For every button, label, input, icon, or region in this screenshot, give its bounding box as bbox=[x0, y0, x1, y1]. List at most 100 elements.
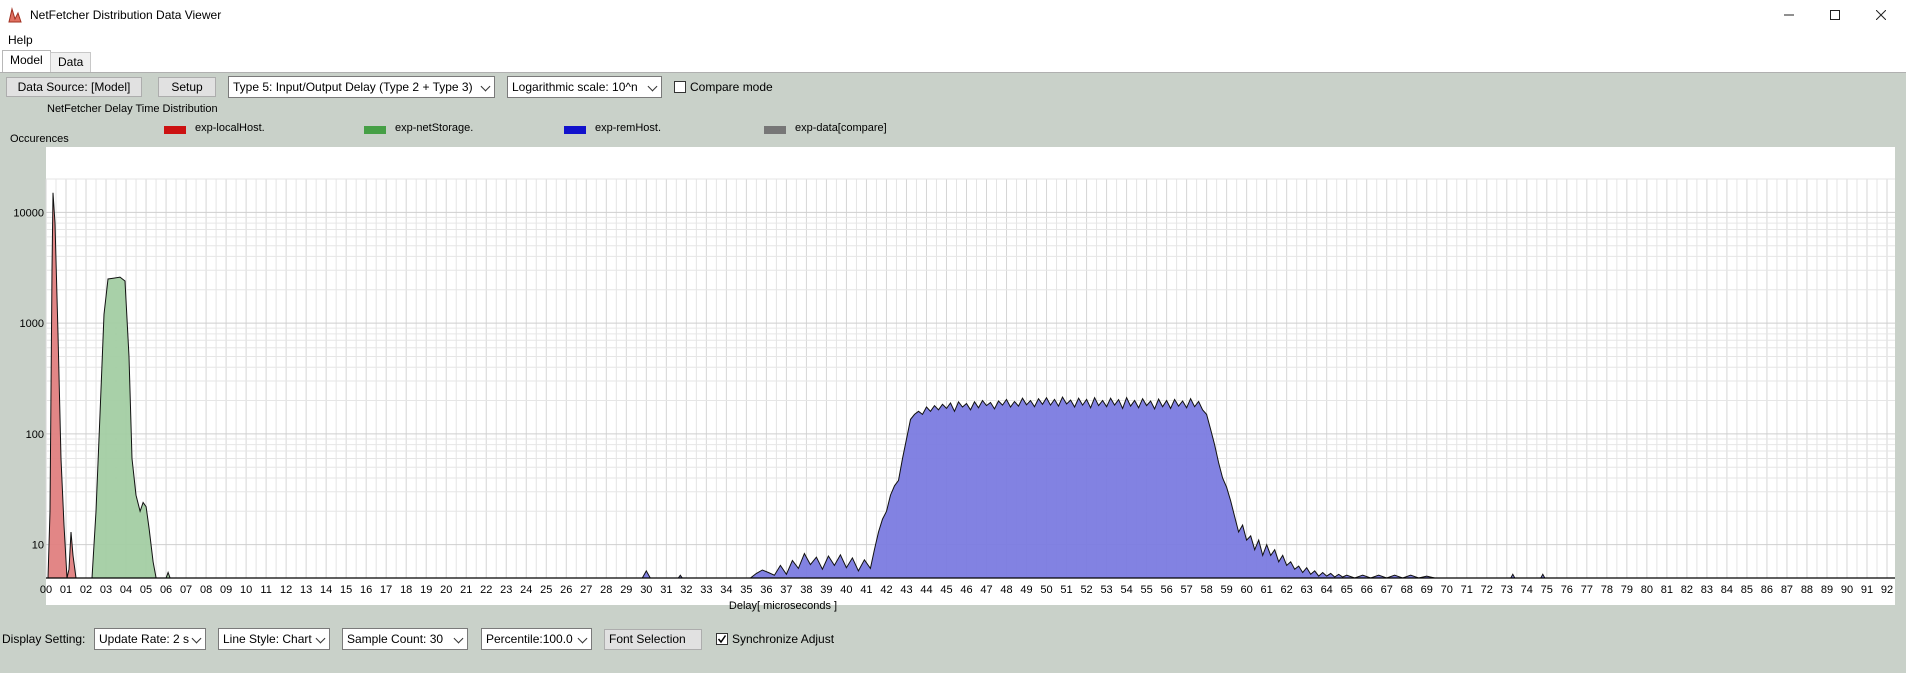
distribution-chart: 10 100 1000 10000 00 01 02 03 04 05 06 07 08 09 10 11 12… bbox=[13, 147, 1895, 612]
scale-select[interactable]: Logarithmic scale: 10^n bbox=[507, 76, 662, 98]
x-tick-label: 78 bbox=[1601, 584, 1613, 596]
x-tick-label: 33 bbox=[700, 584, 712, 596]
x-tick-label: 05 bbox=[140, 584, 152, 596]
close-button[interactable] bbox=[1858, 0, 1904, 30]
y-axis-title: Occurences bbox=[10, 133, 69, 145]
x-tick-label: 59 bbox=[1221, 584, 1233, 596]
x-tick-label: 27 bbox=[580, 584, 592, 596]
x-tick-label: 23 bbox=[500, 584, 512, 596]
chevron-down-icon bbox=[315, 633, 326, 644]
x-tick-label: 16 bbox=[360, 584, 372, 596]
line-style-select[interactable]: Line Style: Chart bbox=[218, 628, 330, 650]
y-tick-label: 100 bbox=[26, 429, 44, 441]
x-tick-label: 90 bbox=[1841, 584, 1853, 596]
x-tick-label: 01 bbox=[60, 584, 72, 596]
x-tick-label: 74 bbox=[1521, 584, 1533, 596]
tab-data[interactable]: Data bbox=[50, 52, 92, 72]
data-source-button[interactable]: Data Source: [Model] bbox=[6, 77, 142, 97]
menu-help[interactable]: Help bbox=[8, 33, 33, 47]
legend-swatch-netstorage bbox=[364, 126, 386, 134]
x-tick-label: 32 bbox=[680, 584, 692, 596]
x-tick-label: 19 bbox=[420, 584, 432, 596]
update-rate-select[interactable]: Update Rate: 2 s bbox=[94, 628, 206, 650]
x-tick-label: 82 bbox=[1681, 584, 1693, 596]
x-tick-label: 10 bbox=[240, 584, 252, 596]
maximize-icon bbox=[1830, 10, 1840, 20]
x-tick-label: 13 bbox=[300, 584, 312, 596]
scale-select-value: Logarithmic scale: 10^n bbox=[512, 80, 638, 94]
x-tick-label: 09 bbox=[220, 584, 232, 596]
x-tick-label: 11 bbox=[260, 584, 271, 596]
x-tick-label: 54 bbox=[1120, 584, 1132, 596]
x-tick-label: 34 bbox=[720, 584, 732, 596]
chevron-down-icon bbox=[480, 81, 491, 92]
x-tick-label: 60 bbox=[1241, 584, 1253, 596]
x-tick-label: 21 bbox=[460, 584, 472, 596]
minimize-icon bbox=[1784, 14, 1794, 16]
x-tick-label: 08 bbox=[200, 584, 212, 596]
percentile-select[interactable]: Percentile:100.0 bbox=[481, 628, 592, 650]
x-tick-label: 86 bbox=[1761, 584, 1773, 596]
x-tick-label: 36 bbox=[760, 584, 772, 596]
x-tick-label: 53 bbox=[1100, 584, 1112, 596]
x-tick-label: 57 bbox=[1180, 584, 1192, 596]
chart-title: NetFetcher Delay Time Distribution bbox=[47, 103, 218, 115]
legend-swatch-localhost bbox=[164, 126, 186, 134]
compare-mode-label: Compare mode bbox=[690, 80, 773, 94]
x-tick-label: 92 bbox=[1881, 584, 1893, 596]
font-selection-button[interactable]: Font Selection bbox=[604, 629, 702, 650]
legend-label-remhost: exp-remHost. bbox=[595, 122, 662, 134]
x-tick-label: 28 bbox=[600, 584, 612, 596]
x-tick-label: 64 bbox=[1321, 584, 1333, 596]
update-rate-value: Update Rate: 2 s bbox=[99, 632, 190, 646]
x-tick-label: 45 bbox=[940, 584, 952, 596]
x-tick-label: 81 bbox=[1661, 584, 1673, 596]
synchronize-adjust-label: Synchronize Adjust bbox=[732, 632, 835, 646]
type-select-value: Type 5: Input/Output Delay (Type 2 + Typ… bbox=[233, 80, 473, 94]
x-tick-label: 79 bbox=[1621, 584, 1633, 596]
setup-button[interactable]: Setup bbox=[158, 77, 216, 97]
x-tick-label: 49 bbox=[1020, 584, 1032, 596]
checkmark-icon bbox=[717, 635, 727, 644]
y-tick-label: 10000 bbox=[13, 207, 44, 219]
x-tick-label: 24 bbox=[520, 584, 532, 596]
maximize-button[interactable] bbox=[1812, 0, 1858, 30]
x-tick-label: 29 bbox=[620, 584, 632, 596]
x-tick-label: 35 bbox=[740, 584, 752, 596]
x-tick-label: 30 bbox=[640, 584, 652, 596]
x-tick-label: 88 bbox=[1801, 584, 1813, 596]
series-area-2 bbox=[642, 397, 1545, 578]
x-tick-label: 31 bbox=[660, 584, 672, 596]
x-tick-label: 46 bbox=[960, 584, 972, 596]
x-tick-label: 26 bbox=[560, 584, 572, 596]
percentile-value: Percentile:100.0 bbox=[486, 632, 573, 646]
x-tick-label: 44 bbox=[920, 584, 932, 596]
x-tick-label: 51 bbox=[1060, 584, 1072, 596]
minimize-button[interactable] bbox=[1766, 0, 1812, 30]
x-tick-label: 91 bbox=[1861, 584, 1873, 596]
window-title: NetFetcher Distribution Data Viewer bbox=[30, 8, 222, 22]
x-tick-label: 63 bbox=[1301, 584, 1313, 596]
x-tick-label: 41 bbox=[860, 584, 872, 596]
compare-mode-checkbox[interactable] bbox=[674, 81, 686, 93]
x-tick-label: 72 bbox=[1481, 584, 1493, 596]
type-select[interactable]: Type 5: Input/Output Delay (Type 2 + Typ… bbox=[228, 76, 495, 98]
x-tick-label: 76 bbox=[1561, 584, 1573, 596]
title-bar: NetFetcher Distribution Data Viewer bbox=[0, 0, 1906, 30]
x-tick-label: 77 bbox=[1581, 584, 1593, 596]
chevron-down-icon bbox=[647, 81, 658, 92]
synchronize-adjust-checkbox[interactable] bbox=[716, 633, 728, 645]
x-tick-label: 04 bbox=[120, 584, 132, 596]
tab-strip: Model Data bbox=[0, 50, 1906, 73]
x-tick-label: 39 bbox=[820, 584, 832, 596]
sample-count-select[interactable]: Sample Count: 30 bbox=[342, 628, 468, 650]
x-tick-label: 69 bbox=[1421, 584, 1433, 596]
x-tick-label: 52 bbox=[1080, 584, 1092, 596]
x-tick-label: 89 bbox=[1821, 584, 1833, 596]
x-tick-label: 48 bbox=[1000, 584, 1012, 596]
display-setting-label: Display Setting: bbox=[2, 632, 86, 646]
legend-label-netstorage: exp-netStorage. bbox=[395, 122, 474, 134]
tab-model[interactable]: Model bbox=[2, 50, 51, 73]
x-tick-label: 80 bbox=[1641, 584, 1653, 596]
x-tick-label: 67 bbox=[1381, 584, 1393, 596]
